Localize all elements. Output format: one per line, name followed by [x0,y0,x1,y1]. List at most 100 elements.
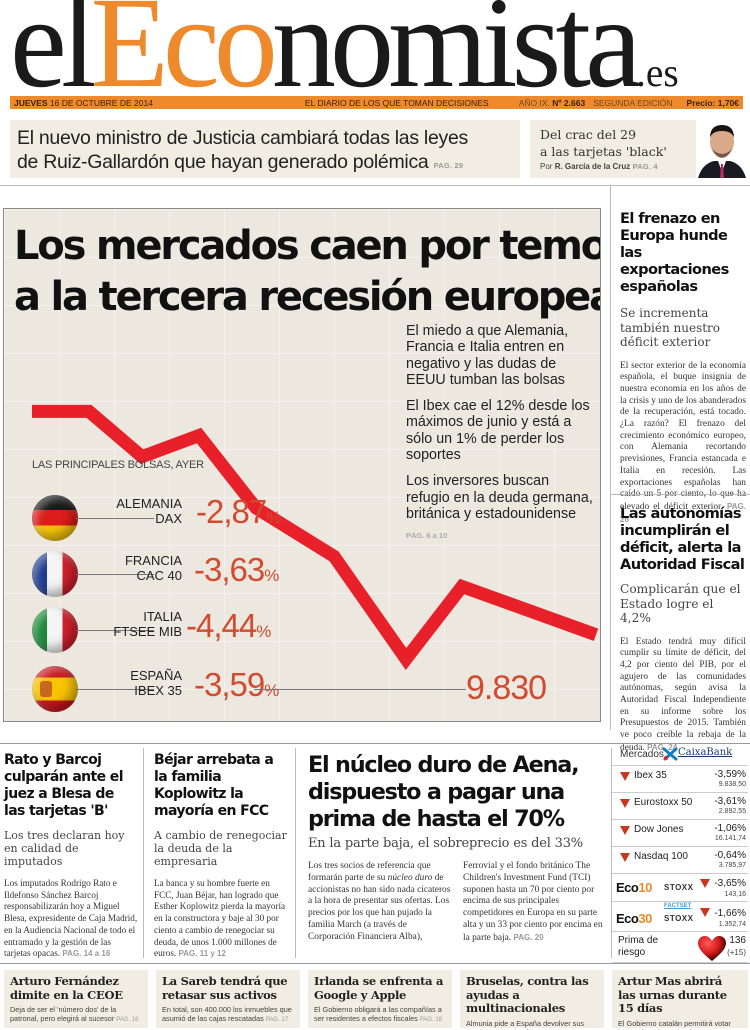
story-headline: El núcleo duro de Aena, dispuesto a paga… [308,752,580,832]
divider [0,743,750,744]
leader-line [76,518,154,519]
bottom-story[interactable]: Arturo Fernández dimite en la CEOE Deja … [4,970,148,1028]
eco10-logo: Eco10 [616,880,652,895]
masthead: elEconomista.es [0,0,750,96]
body-column: Ferrovial y el fondo británico The Child… [463,861,603,943]
story-subhead: Los tres declaran hoy en calidad de impu… [4,829,125,868]
author-avatar [696,120,748,178]
spain-flag-icon [32,666,78,712]
page-ref: PÁG. 6 a 10 [406,531,448,541]
market-name: FRANCIA CAC 40 [124,553,182,583]
weekday: JUEVES [14,97,48,108]
story-headline: Irlanda se enfrenta a Google y Apple [314,974,444,1002]
market-change: -3,59% [194,666,280,703]
body-column: Los tres socios de referencia que formar… [308,861,451,942]
story-exports[interactable]: El frenazo en Europa hunde las exportaci… [620,210,746,526]
market-row[interactable]: Dow Jones -1,06% 16.141,74 [612,819,748,845]
column-divider [610,185,611,730]
market-row[interactable]: Eurostoxx 50 -3,61% 2.892,55 [612,792,748,818]
story-headline: La Sareb tendrá que retasar sus activos [162,974,288,1002]
sponsor-logo: CaixaBank [678,747,733,758]
down-arrow-icon [620,826,630,835]
bottom-story[interactable]: Irlanda se enfrenta a Google y Apple El … [308,970,452,1028]
eco10-row[interactable]: Eco10 STOXX -3,65% 143,16 [612,873,748,901]
markets-title: LAS PRINCIPALES BOLSAS, AYER [32,459,204,471]
ibex-trend-chart [32,404,599,670]
story-headline: Bruselas, contra las ayudas a multinacio… [466,974,589,1015]
lead-bullet: El Ibex cae el 12% desde los máximos de … [406,398,590,464]
market-name: ESPAÑA IBEX 35 [130,668,182,698]
bottom-story[interactable]: La Sareb tendrá que retasar sus activos … [156,970,300,1028]
ibex-trend-line [32,404,599,670]
down-arrow-icon [620,772,630,781]
stoxx-logo: STOXX [664,914,694,923]
divider [0,963,750,964]
story-headline: Artur Mas abrirá las urnas durante 15 dí… [618,974,727,1015]
issue-date: 16 DE OCTUBRE DE 2014 [49,97,153,108]
story-subhead: Se incrementa también nuestro déficit ex… [620,306,721,349]
year: AÑO IX. [518,97,550,108]
story-autonomias[interactable]: Las autonomías incumplirán el déficit, a… [620,505,746,755]
opinion-byline: Por R. García de la Cruz PAG. 4 [540,162,658,171]
eco30-row[interactable]: Eco30 FACTSET STOXX -1,66% 1.352,74 [612,901,748,931]
chart-grid [4,209,600,721]
top-story[interactable]: El nuevo ministro de Justicia cambiará t… [10,120,520,178]
down-arrow-icon [620,799,630,808]
story-body: El Gobierno catalán permitirá votar hast… [618,1018,731,1030]
edition: SEGUNDA EDICIÓN [593,97,673,108]
caixabank-star-icon [662,747,678,761]
top-story-headline: El nuevo ministro de Justicia cambiará t… [17,127,468,173]
down-arrow-icon [700,908,710,917]
factset-logo: FACTSET [664,903,692,909]
story-body: El Estado tendrá muy difícil cumplir su … [620,636,746,753]
column-divider [295,748,296,958]
lead-story[interactable]: Los mercados caen por temor a la tercera … [3,208,601,722]
story-body: El Gobierno obligará a las compañías a s… [314,1005,443,1023]
story-body: El sector exterior de la economía españo… [620,360,747,524]
lead-headline: Los mercados caen por temor a la tercera … [14,223,601,320]
market-change: -4,44% [186,607,272,644]
story-rato[interactable]: Rato y Barcoj culparán ante el juez a Bl… [4,752,138,960]
markets-widget-title: Mercados [620,749,664,760]
market-change: -3,63% [194,551,280,588]
leader-line [76,574,154,575]
lead-bullet: Los inversores buscan refugio en la deud… [406,473,593,522]
opinion-title: Del crac del 29 a las tarjetas 'black' [540,127,667,159]
market-row[interactable]: Ibex 35 -3,59% 9.838,50 [612,765,748,791]
lead-bullet: El miedo a que Alemania, Francia e Itali… [406,323,569,388]
germany-flag-icon [32,495,78,541]
down-arrow-icon [700,879,710,888]
divider [610,494,750,495]
risk-premium-label: Prima de riesgo [618,935,659,958]
leader-line [76,630,154,631]
italy-flag-icon [32,607,78,653]
story-headline: Rato y Barcoj culparán ante el juez a Bl… [4,752,124,819]
story-body: Los imputados Rodrigo Rato e Ildefonso S… [4,878,138,959]
bottom-story[interactable]: Bruselas, contra las ayudas a multinacio… [460,970,604,1030]
risk-premium-change: (+15) [727,948,746,957]
story-subhead: A cambio de renegociar la deuda de la em… [154,829,287,868]
bottom-story[interactable]: Artur Mas abrirá las urnas durante 15 dí… [612,970,748,1030]
story-headline: Béjar arrebata a la familia Koplowitz la… [154,752,274,819]
story-headline: Arturo Fernández dimite en la CEOE [10,974,123,1002]
story-bejar[interactable]: Béjar arrebata a la familia Koplowitz la… [154,752,288,960]
leader-line [254,689,466,690]
stoxx-logo: STOXX [664,883,694,892]
market-row-germany: ALEMANIA DAX -2,87% [4,491,404,551]
newspaper-logo[interactable]: elEconomista.es [10,0,679,96]
risk-premium-row[interactable]: Prima de riesgo 136 (+15) [612,931,748,963]
market-change: -2,87% [196,493,282,530]
story-body: Almunia pide a España devolver sus ayuda… [466,1018,585,1030]
date-band: JUEVES 16 DE OCTUBRE DE 2014 EL DIARIO D… [10,96,743,109]
risk-premium-value: 136 [729,935,746,946]
markets-widget[interactable]: Mercados CaixaBank Ibex 35 -3,59% 9.838,… [612,745,750,963]
tagline: EL DIARIO DE LOS QUE TOMAN DECISIONES [304,97,489,108]
market-row[interactable]: Nasdaq 100 -0,64% 3.785,97 [612,846,748,872]
down-arrow-icon [620,853,630,862]
opinion-teaser[interactable]: Del crac del 29 a las tarjetas 'black' Po… [530,120,748,178]
story-aena[interactable]: El núcleo duro de Aena, dispuesto a paga… [308,752,608,945]
column-divider [143,748,144,958]
story-body: La banca y su hombre fuerte en FCC, Juan… [154,878,286,959]
divider [0,185,750,186]
leader-line [76,689,154,690]
